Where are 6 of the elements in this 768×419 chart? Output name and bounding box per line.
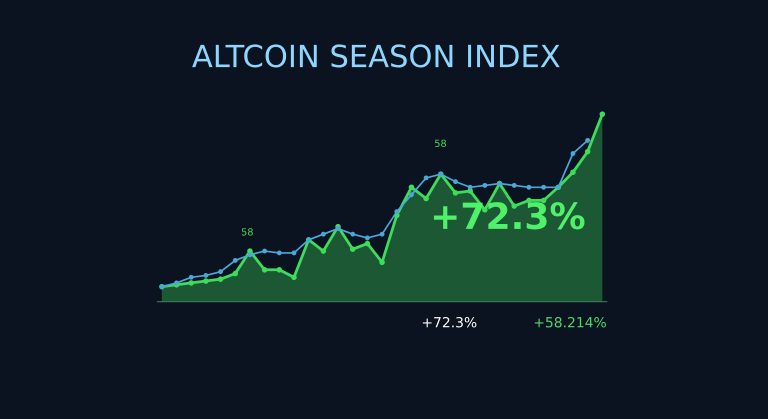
annotation: 58 [242,228,253,236]
chart-title: ALTCOIN SEASON INDEX [192,44,560,68]
text: +58.214% [534,316,606,328]
text: +72.3% [422,316,476,328]
annotation: 58 [435,140,446,147]
annotation: +72.3% [434,202,584,230]
